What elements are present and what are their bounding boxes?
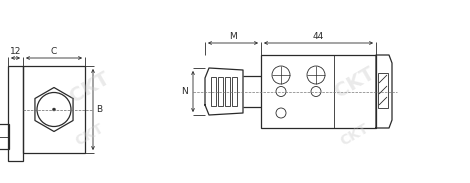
Text: CKT: CKT <box>73 121 107 149</box>
Circle shape <box>53 108 55 111</box>
Bar <box>225 77 230 106</box>
Bar <box>0 124 9 149</box>
Text: CKT: CKT <box>67 69 113 107</box>
Text: B: B <box>96 105 102 114</box>
Bar <box>211 77 216 106</box>
Text: 12: 12 <box>10 47 21 56</box>
Bar <box>261 55 376 128</box>
Text: C: C <box>51 47 57 56</box>
Text: CKT: CKT <box>338 121 372 149</box>
Bar <box>8 66 23 161</box>
Bar <box>232 77 237 106</box>
Text: N: N <box>181 87 188 96</box>
Bar <box>378 73 388 108</box>
Bar <box>218 77 223 106</box>
Bar <box>23 66 85 153</box>
Text: CKT: CKT <box>332 64 378 102</box>
Text: 44: 44 <box>313 32 324 41</box>
Text: M: M <box>229 32 237 41</box>
